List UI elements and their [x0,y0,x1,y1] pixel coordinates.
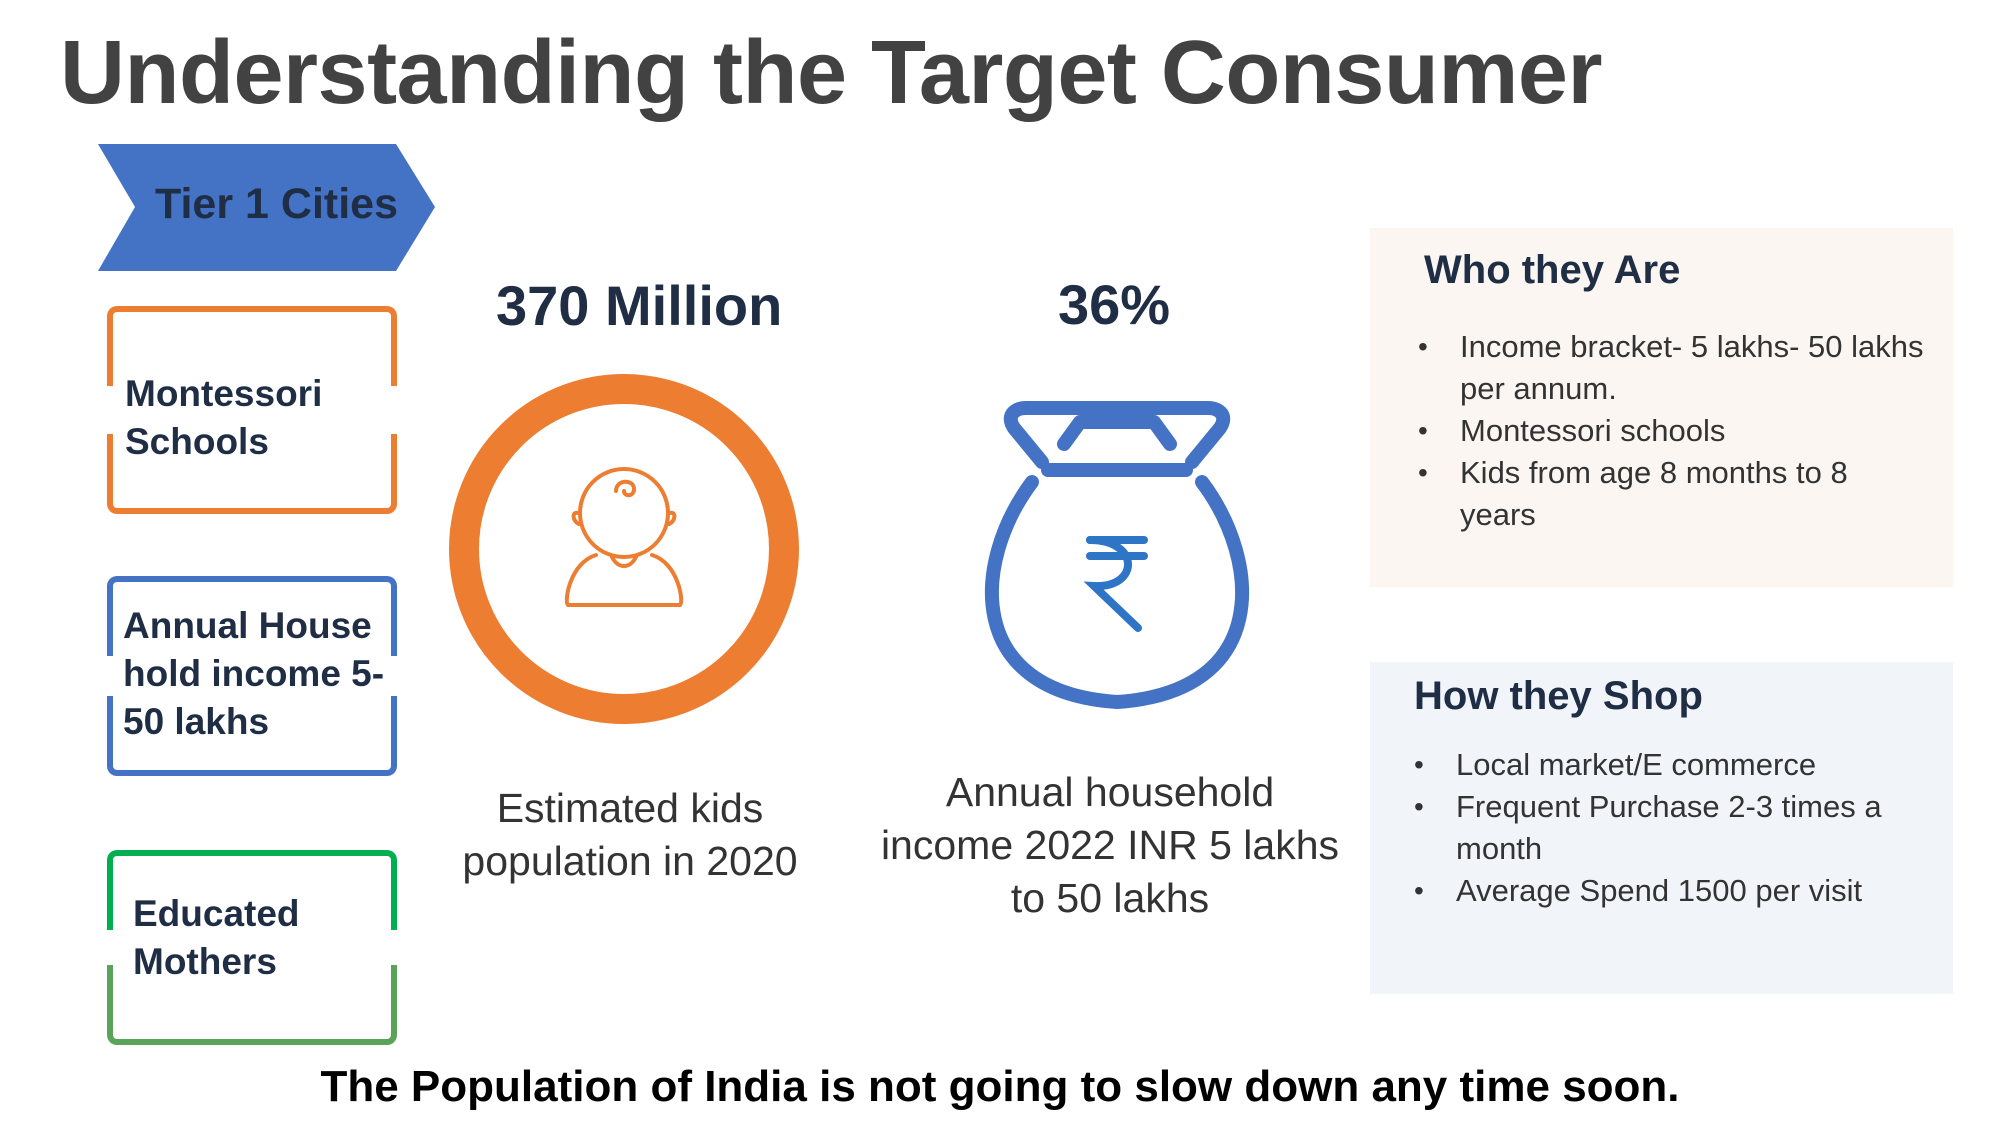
bullet-icon: • [1414,875,1424,906]
criterion-label: Educated Mothers [133,893,300,982]
list-item-text: Frequent Purchase 2-3 times a month [1456,789,1882,866]
list-item: • Average Spend 1500 per visit [1412,870,1922,912]
how-they-shop-panel: How they Shop • Local market/E commerce •… [1370,662,1953,994]
list-item: • Frequent Purchase 2-3 times a month [1412,786,1922,870]
list-item-text: Average Spend 1500 per visit [1456,873,1863,908]
bullet-icon: • [1418,457,1428,488]
list-item: • Kids from age 8 months to 8 years [1416,452,1926,536]
bracket-top [107,576,397,656]
bullet-icon: • [1414,749,1424,780]
criterion-label: Annual House hold income 5-50 lakhs [123,605,385,742]
list-item-text: Local market/E commerce [1456,747,1817,782]
bullet-icon: • [1414,791,1424,822]
how-they-shop-list: • Local market/E commerce • Frequent Purch… [1412,744,1922,912]
list-item-text: Kids from age 8 months to 8 years [1460,455,1848,532]
income-percentage-value: 36% [1058,273,1171,336]
bracket-bottom [107,434,397,514]
list-item: • Income bracket- 5 lakhs- 50 lakhs per a… [1416,326,1926,410]
kids-population-description: Estimated kids population in 2020 [462,785,798,884]
bracket-top [107,850,397,930]
who-they-are-list: • Income bracket- 5 lakhs- 50 lakhs per a… [1416,326,1926,536]
list-item-text: Income bracket- 5 lakhs- 50 lakhs per an… [1460,329,1924,406]
who-they-are-panel: Who they Are • Income bracket- 5 lakhs- 5… [1370,228,1953,587]
criterion-montessori: Montessori Schools [107,306,397,514]
criterion-income: Annual House hold income 5-50 lakhs [107,576,397,776]
criterion-mothers: Educated Mothers [107,850,397,1045]
list-item: • Local market/E commerce [1412,744,1922,786]
tier-label: Tier 1 Cities [155,180,398,228]
income-description: Annual household income 2022 INR 5 lakhs… [880,769,1340,921]
how-they-shop-heading: How they Shop [1414,674,1703,718]
who-they-are-heading: Who they Are [1424,248,1681,292]
money-bag-icon [984,401,1250,709]
bullet-icon: • [1418,331,1428,362]
list-item-text: Montessori schools [1460,413,1726,448]
criterion-label: Montessori Schools [125,373,323,462]
bracket-top [107,306,397,386]
tier-chevron-shape [98,144,435,271]
footer-statement: The Population of India is not going to … [320,1062,1680,1111]
bracket-bottom [107,696,397,776]
list-item: • Montessori schools [1416,410,1926,452]
bracket-bottom [107,965,397,1045]
page-title: Understanding the Target Consumer [60,23,1602,123]
kids-population-value: 370 Million [496,274,783,337]
baby-icon [449,374,799,724]
bullet-icon: • [1418,415,1428,446]
